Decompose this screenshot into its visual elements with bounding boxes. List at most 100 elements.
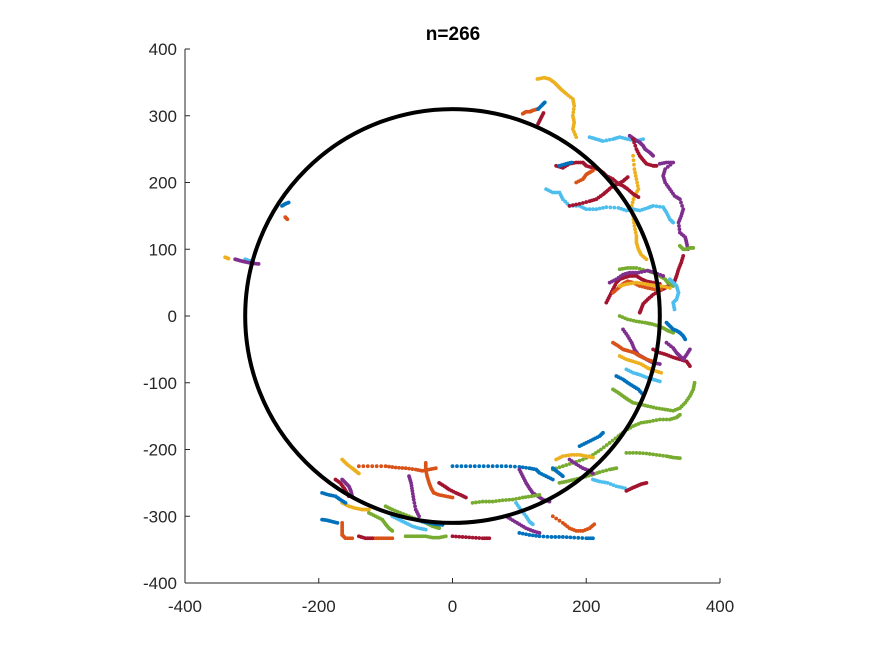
data-point <box>644 480 649 485</box>
data-point <box>467 535 472 540</box>
data-point <box>671 330 676 335</box>
data-point <box>566 453 571 458</box>
y-tick-label: 0 <box>168 307 177 326</box>
data-track <box>677 244 696 252</box>
data-point <box>510 497 515 502</box>
data-point <box>677 197 682 202</box>
axes: -400 -200 0 200 400 -400 -300 -200 -100 0 100 200 30… <box>143 40 734 616</box>
data-point <box>560 535 565 539</box>
data-point <box>668 162 673 167</box>
data-point <box>637 319 642 324</box>
data-point <box>457 534 462 539</box>
data-point <box>692 380 697 385</box>
data-point <box>607 440 612 445</box>
data-point <box>630 200 635 205</box>
data-point <box>665 165 670 169</box>
data-point <box>463 464 468 469</box>
data-point <box>256 262 261 266</box>
data-track <box>664 320 688 342</box>
data-point <box>601 445 606 450</box>
data-point <box>494 499 498 504</box>
data-point <box>691 246 696 250</box>
data-point <box>677 456 682 461</box>
data-point <box>587 207 592 212</box>
data-point <box>520 495 525 500</box>
data-track <box>624 480 649 493</box>
data-point <box>514 496 518 501</box>
data-point <box>569 160 574 165</box>
data-point <box>648 404 653 409</box>
data-point <box>607 137 612 142</box>
data-track <box>517 531 595 541</box>
data-point <box>632 223 637 228</box>
data-point <box>507 497 512 502</box>
data-point <box>484 499 488 504</box>
data-point <box>671 160 676 165</box>
data-point <box>571 110 576 115</box>
data-point <box>665 285 669 290</box>
data-point <box>654 163 659 168</box>
data-point <box>343 501 348 505</box>
data-point <box>481 464 486 469</box>
data-point <box>631 450 635 455</box>
data-point <box>569 452 574 457</box>
data-point <box>631 197 636 202</box>
data-track <box>664 340 692 362</box>
data-point <box>632 167 637 172</box>
data-point <box>604 443 609 447</box>
data-point <box>680 203 685 208</box>
data-point <box>661 417 666 422</box>
data-point <box>487 499 492 504</box>
data-point <box>633 143 638 148</box>
data-track <box>651 347 692 368</box>
data-point <box>474 535 478 540</box>
data-point <box>641 451 645 456</box>
data-point <box>571 107 576 111</box>
data-track <box>667 277 681 312</box>
data-point <box>574 135 579 140</box>
data-point <box>403 466 408 471</box>
data-track <box>283 215 290 222</box>
data-point <box>593 451 598 455</box>
data-point <box>671 220 676 225</box>
data-point <box>495 464 499 469</box>
data-point <box>591 168 595 173</box>
data-point <box>634 450 639 455</box>
data-point <box>651 405 656 410</box>
data-point <box>604 468 609 473</box>
data-point <box>659 284 664 288</box>
y-tick-label: 200 <box>149 174 177 193</box>
data-point <box>644 257 649 262</box>
data-point <box>423 527 428 532</box>
data-point <box>450 495 455 500</box>
data-point <box>572 452 577 457</box>
data-point <box>633 227 637 232</box>
data-point <box>636 270 641 275</box>
data-point <box>450 464 455 469</box>
data-point <box>417 514 421 519</box>
data-point <box>654 418 659 423</box>
data-track <box>624 450 682 461</box>
data-point <box>591 455 595 460</box>
data-point <box>635 183 640 188</box>
data-point <box>472 464 477 469</box>
data-track <box>450 464 555 482</box>
data-point <box>574 452 579 457</box>
data-track <box>356 534 375 541</box>
data-point <box>390 529 395 533</box>
data-point <box>499 464 504 469</box>
data-point <box>627 450 632 455</box>
data-point <box>605 480 610 485</box>
data-track <box>614 374 645 397</box>
data-point <box>642 269 647 274</box>
data-point <box>554 516 559 521</box>
data-point <box>657 379 662 384</box>
data-track <box>504 514 542 535</box>
data-point <box>393 465 398 470</box>
data-point <box>504 464 508 469</box>
data-point <box>644 420 649 424</box>
data-point <box>608 205 613 210</box>
data-track <box>627 133 656 158</box>
data-point <box>390 536 395 541</box>
